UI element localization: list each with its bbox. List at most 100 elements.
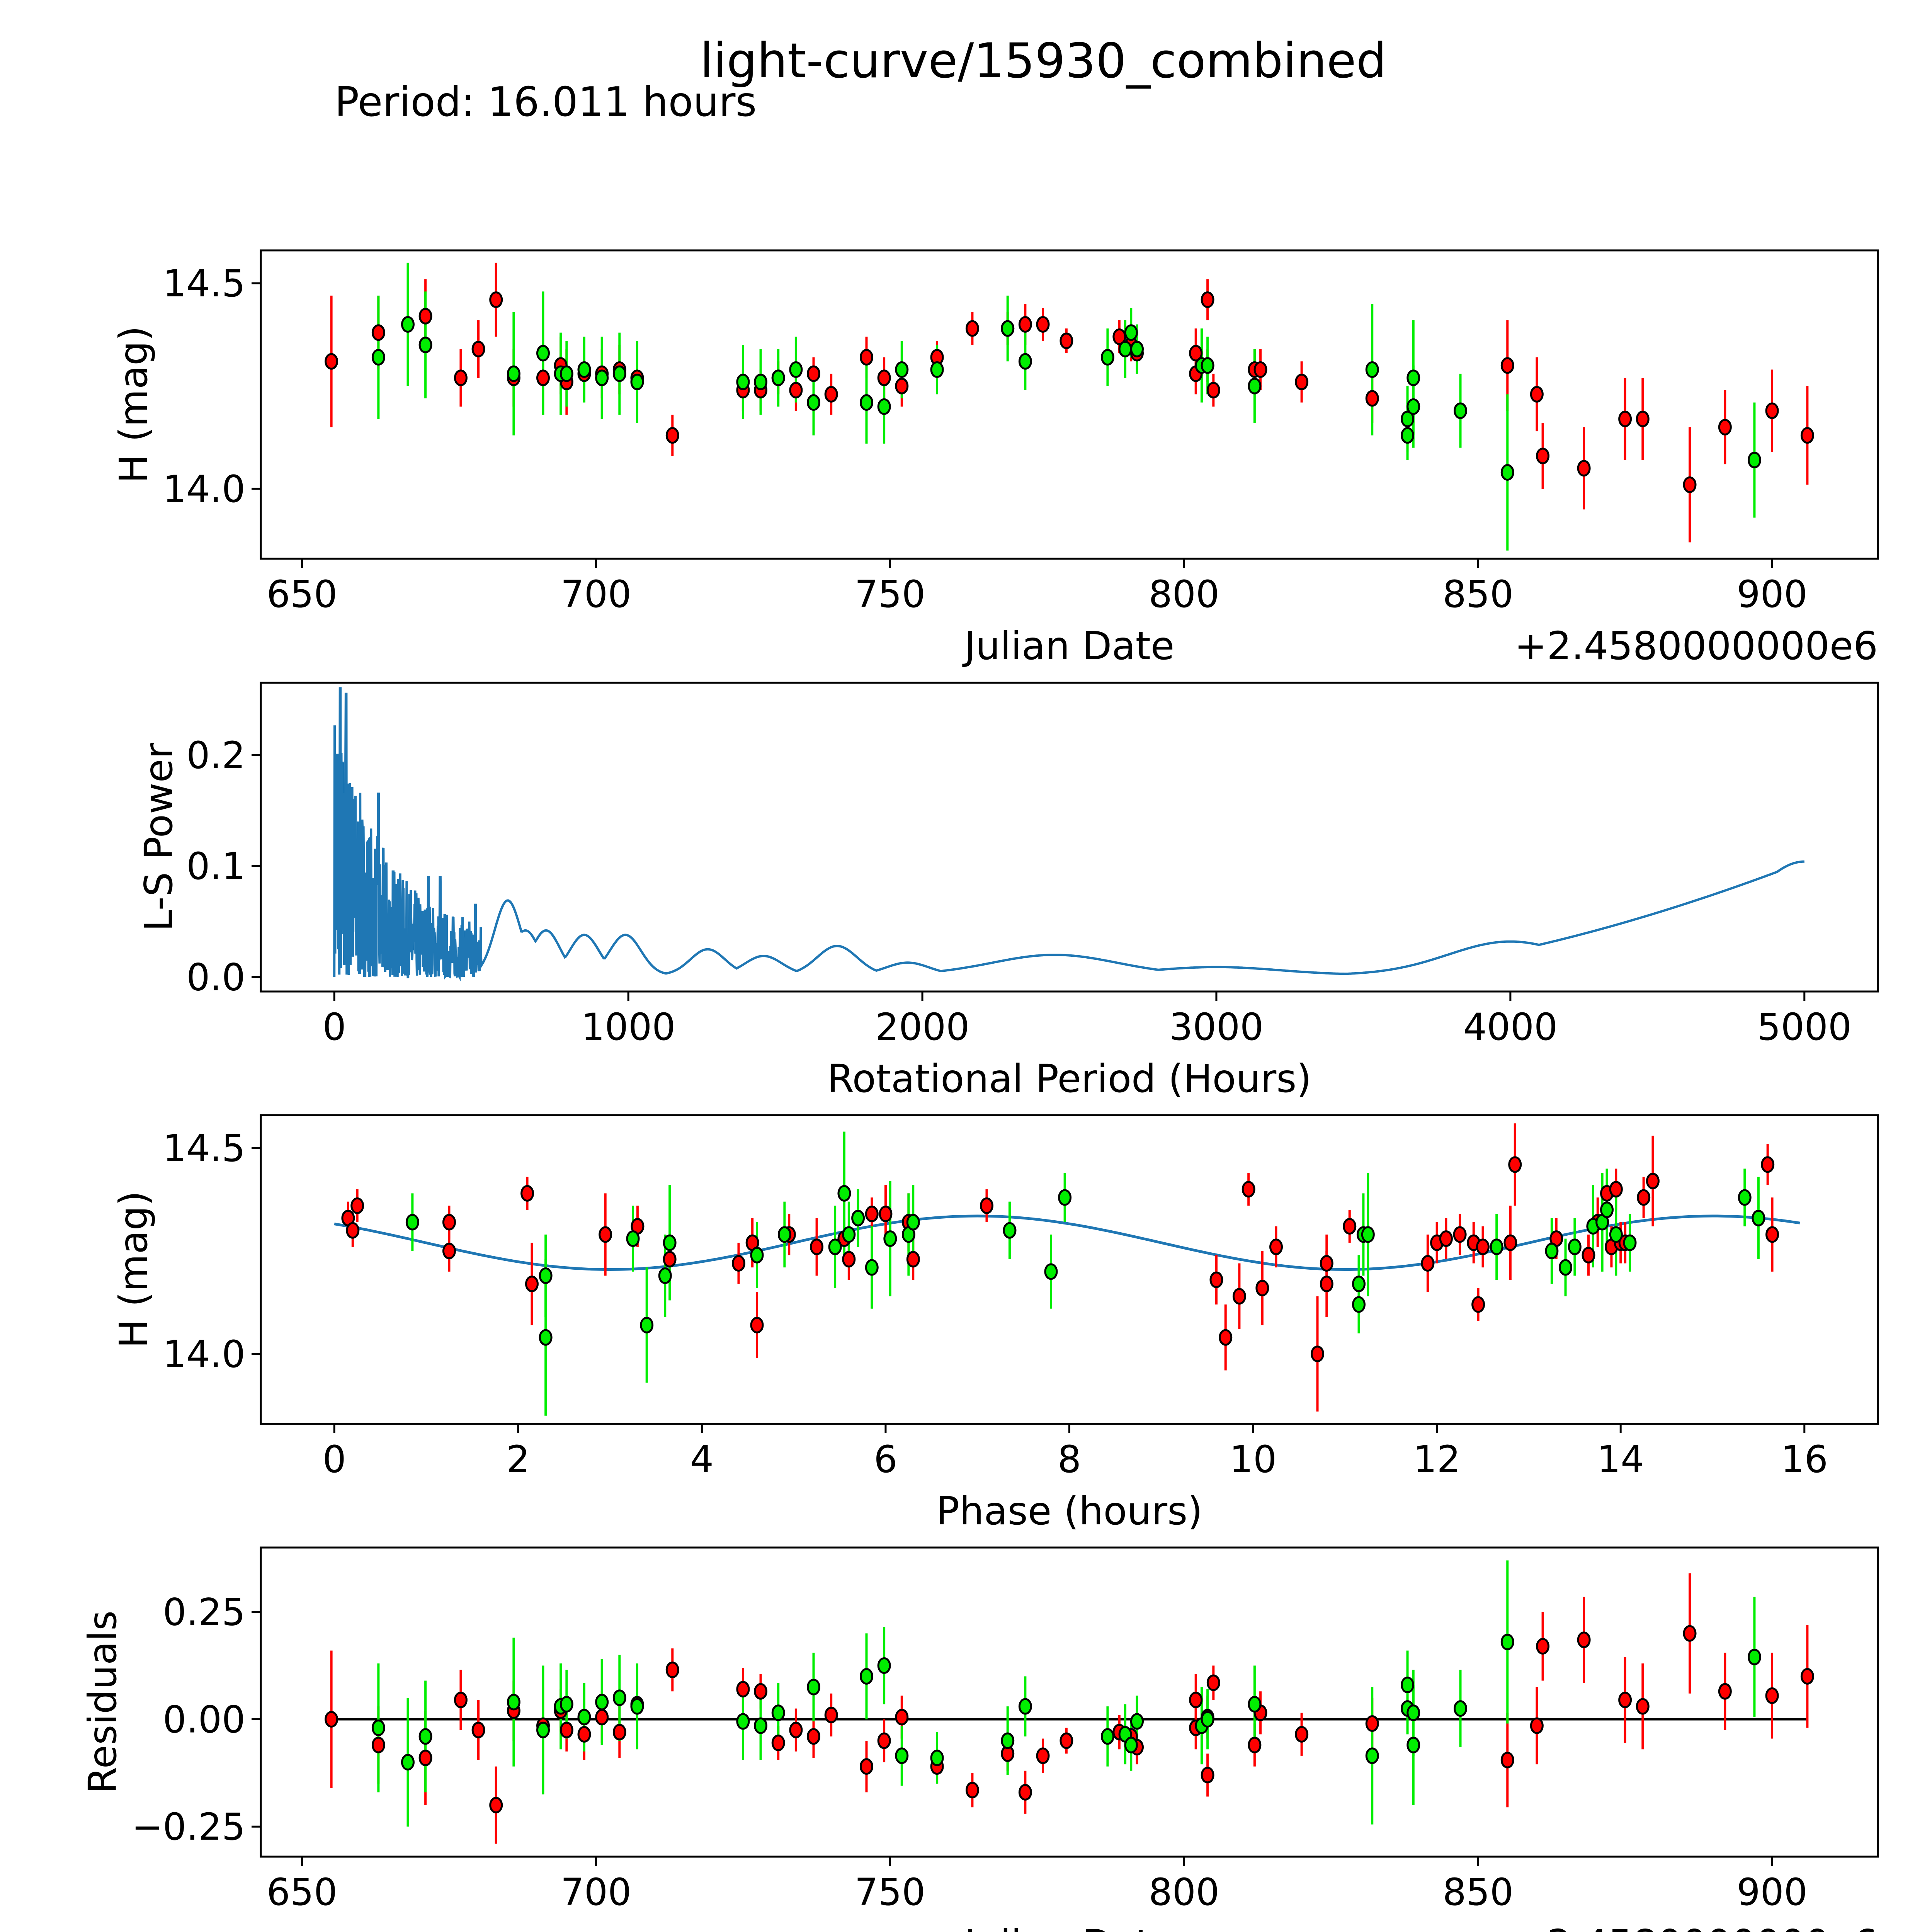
- green-data-point: [1003, 1222, 1017, 1239]
- red-data-point: [1476, 1238, 1490, 1255]
- x-tick-label: 850: [1443, 1871, 1514, 1914]
- x-tick-label: 800: [1149, 1871, 1219, 1914]
- x-tick-label: 900: [1736, 573, 1807, 616]
- red-data-point: [879, 1206, 893, 1223]
- green-data-point: [930, 361, 944, 378]
- y-tick-label: 0.2: [186, 734, 245, 777]
- red-data-point: [1471, 1296, 1485, 1313]
- red-data-point: [1508, 1156, 1522, 1173]
- x-tick-label: 650: [267, 1871, 337, 1914]
- red-data-point: [965, 1782, 979, 1799]
- red-data-point: [1060, 332, 1073, 349]
- x-tick-label: 0: [323, 1438, 346, 1481]
- red-data-point: [1295, 373, 1309, 390]
- y-axis-label: H (mag): [111, 326, 156, 483]
- red-data-point: [1536, 1638, 1550, 1655]
- green-data-point: [1454, 402, 1468, 419]
- green-data-point: [859, 1668, 873, 1685]
- red-data-point: [1536, 447, 1550, 464]
- green-data-point: [536, 1721, 550, 1738]
- x-axis-label: Julian Date: [962, 623, 1175, 668]
- green-data-point: [771, 1704, 785, 1721]
- red-data-point: [1311, 1345, 1325, 1362]
- green-data-point: [401, 316, 415, 333]
- red-data-point: [1253, 361, 1267, 378]
- green-data-point: [1352, 1276, 1366, 1293]
- red-data-point: [1269, 1238, 1283, 1255]
- red-data-point: [1636, 410, 1650, 427]
- x-tick-label: 850: [1443, 573, 1514, 616]
- y-axis-label: H (mag): [111, 1191, 156, 1348]
- x-tick-label: 750: [855, 1871, 925, 1914]
- figure-title: light-curve/15930_combined: [700, 33, 1387, 89]
- green-data-point: [1747, 452, 1761, 469]
- green-data-point: [1738, 1189, 1752, 1206]
- green-data-point: [1352, 1296, 1366, 1313]
- green-data-point: [507, 1694, 520, 1711]
- red-data-point: [595, 1709, 609, 1726]
- red-data-point: [1637, 1189, 1651, 1206]
- green-data-point: [577, 361, 591, 378]
- red-data-point: [824, 386, 838, 403]
- green-data-point: [1490, 1238, 1503, 1255]
- axes-frame: [260, 1546, 1879, 1858]
- red-data-point: [612, 1724, 626, 1741]
- green-data-point: [1623, 1234, 1637, 1251]
- red-data-point: [1500, 1752, 1514, 1769]
- red-data-point: [1206, 1674, 1220, 1691]
- red-data-point: [489, 291, 503, 308]
- red-data-point: [877, 369, 891, 386]
- red-data-point: [789, 382, 803, 399]
- red-data-point: [1646, 1172, 1660, 1189]
- y-tick-label: −0.25: [132, 1805, 245, 1849]
- green-data-point: [577, 1709, 591, 1726]
- green-data-point: [507, 365, 520, 382]
- green-data-point: [539, 1329, 553, 1346]
- red-data-point: [489, 1797, 503, 1814]
- red-data-point: [1018, 316, 1032, 333]
- red-data-point: [663, 1251, 677, 1268]
- green-data-point: [750, 1247, 764, 1264]
- green-data-point: [736, 1713, 750, 1730]
- y-axis-label: Residuals: [80, 1611, 125, 1794]
- green-data-point: [418, 337, 432, 354]
- red-data-point: [980, 1197, 993, 1214]
- periodogram-line: [333, 687, 1804, 981]
- red-data-point: [771, 1735, 785, 1752]
- red-data-point: [442, 1214, 456, 1231]
- red-data-point: [1232, 1288, 1246, 1305]
- red-data-point: [1582, 1247, 1595, 1264]
- red-data-point: [536, 369, 550, 386]
- red-data-point: [1112, 328, 1126, 345]
- green-data-point: [1406, 1736, 1420, 1753]
- red-data-point: [1500, 357, 1514, 374]
- green-data-point: [754, 1717, 768, 1734]
- panel-residuals: 650 700 750 800 850 900 −0.25 0.00 0.25 Julian Da…: [80, 1546, 1879, 1932]
- red-data-point: [865, 1206, 879, 1223]
- green-data-point: [371, 349, 385, 366]
- red-data-point: [1343, 1218, 1357, 1235]
- plot-area: [334, 1123, 1800, 1416]
- red-data-point: [350, 1197, 364, 1214]
- green-data-point: [1500, 1633, 1514, 1650]
- red-data-point: [895, 1709, 909, 1726]
- red-data-point: [810, 1238, 824, 1255]
- x-tick-label: 10: [1230, 1438, 1277, 1481]
- red-data-point: [789, 1721, 803, 1738]
- red-data-point: [1530, 1717, 1544, 1734]
- green-data-point: [1130, 1713, 1144, 1730]
- green-data-point: [1365, 361, 1379, 378]
- green-data-point: [1118, 340, 1132, 357]
- green-data-point: [612, 1689, 626, 1706]
- red-data-point: [1683, 1625, 1697, 1642]
- x-tick-label: 2000: [875, 1005, 969, 1049]
- red-data-point: [1765, 402, 1779, 419]
- green-data-point: [612, 365, 626, 382]
- axes-frame: [260, 682, 1879, 993]
- green-data-point: [1248, 1696, 1262, 1713]
- red-data-point: [371, 324, 385, 341]
- x-tick-label: 800: [1149, 573, 1219, 616]
- red-data-point: [842, 1251, 856, 1268]
- red-data-point: [1189, 345, 1203, 362]
